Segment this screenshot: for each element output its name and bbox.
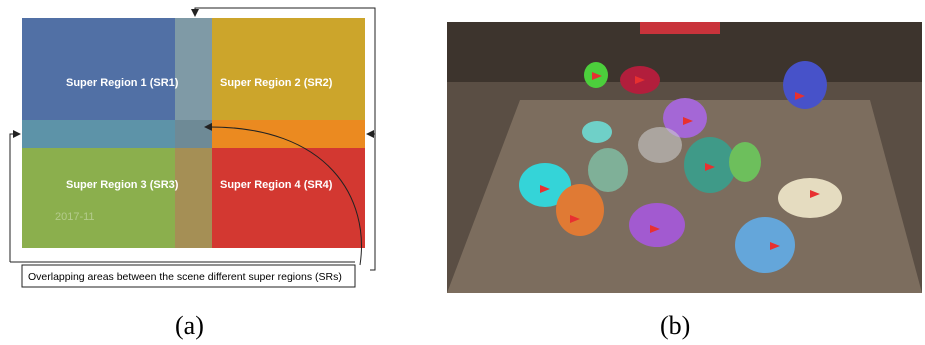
region-label: Super Region 1 (SR1) <box>66 77 179 89</box>
region-sr4 <box>212 148 365 248</box>
region-label: Super Region 4 (SR4) <box>220 179 333 191</box>
region-label: Super Region 2 (SR2) <box>220 77 333 89</box>
overlap-24 <box>212 120 365 148</box>
panel-b: (b) <box>447 22 922 340</box>
overlap-12 <box>175 18 212 120</box>
overlap-34 <box>175 148 212 248</box>
figure: Super Region 1 (SR1) Super Region 2 (SR2… <box>0 0 925 345</box>
region-sr1 <box>22 18 175 120</box>
region-label: Super Region 3 (SR3) <box>66 179 179 191</box>
caption: Overlapping areas between the scene diff… <box>28 271 342 283</box>
panel-label: (b) <box>660 311 690 340</box>
flag <box>640 22 720 34</box>
overlap-13 <box>22 120 175 148</box>
timestamp: 2017-11 <box>55 211 95 223</box>
panel-label: (a) <box>175 311 204 340</box>
panel-a: Super Region 1 (SR1) Super Region 2 (SR2… <box>10 8 375 340</box>
region-sr2 <box>212 18 365 120</box>
region-sr3 <box>22 148 175 248</box>
overlap-center <box>175 120 212 148</box>
